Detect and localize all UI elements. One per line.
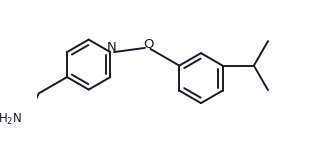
Text: O: O — [143, 38, 154, 51]
Text: N: N — [107, 41, 117, 54]
Text: H$_2$N: H$_2$N — [0, 112, 22, 127]
